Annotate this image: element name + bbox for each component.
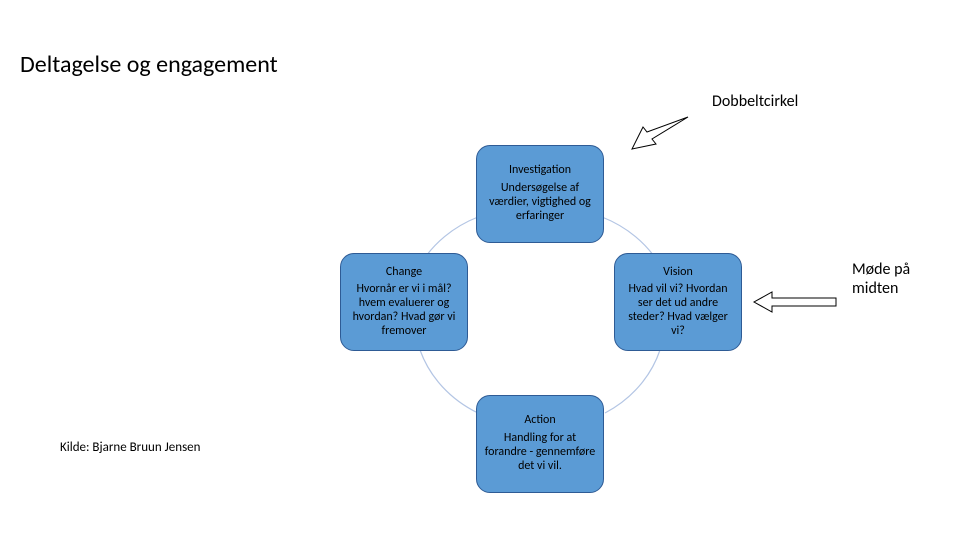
node-vision-body: Hvad vil vi? Hvordan ser det ud andre st… [621,283,735,338]
annotation-mode-pa-midten: Møde på midten [852,260,910,298]
node-change-title: Change [386,266,422,280]
node-investigation: Investigation Undersøgelse af værdier, v… [476,145,604,243]
node-vision: Vision Hvad vil vi? Hvordan ser det ud a… [614,253,742,351]
annotation-line1: Møde på [852,260,910,279]
slide: Deltagelse og engagement Dobbeltcirkel M… [0,0,960,540]
node-change: Change Hvornår er vi i mål? hvem evaluer… [340,253,468,351]
arc-bl [420,350,478,413]
node-action-body: Handling for at forandre - gennemføre de… [483,432,597,473]
arc-br [605,350,660,413]
node-change-body: Hvornår er vi i mål? hvem evaluerer og h… [347,283,461,338]
page-title: Deltagelse og engagement [20,50,278,79]
node-investigation-title: Investigation [509,164,571,178]
node-action: Action Handling for at forandre - gennem… [476,395,604,493]
arrow-to-vision [752,290,838,314]
node-action-title: Action [524,414,555,428]
source-citation: Kilde: Bjarne Bruun Jensen [60,440,200,455]
annotation-line2: midten [852,279,898,298]
cycle-diagram: Investigation Undersøgelse af værdier, v… [330,145,750,515]
node-investigation-body: Undersøgelse af værdier, vigtighed og er… [483,182,597,223]
node-vision-title: Vision [663,266,693,280]
arrow-shape-right [754,292,836,312]
annotation-dobbeltcirkel: Dobbeltcirkel [712,92,798,111]
